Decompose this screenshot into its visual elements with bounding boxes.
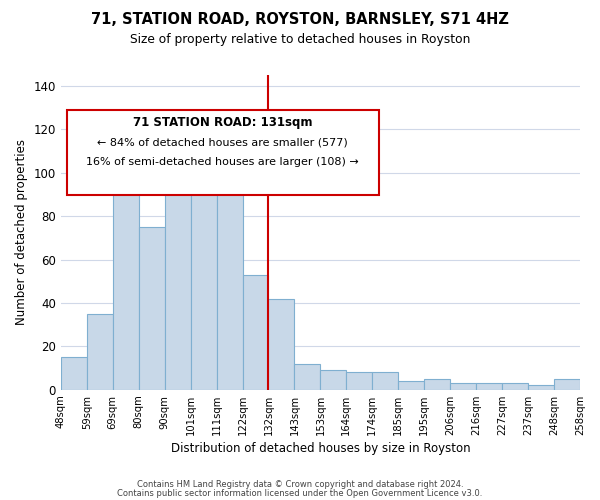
Text: Contains HM Land Registry data © Crown copyright and database right 2024.: Contains HM Land Registry data © Crown c… — [137, 480, 463, 489]
Bar — [476, 384, 502, 390]
Bar — [295, 364, 320, 390]
Bar — [217, 172, 242, 390]
Text: 16% of semi-detached houses are larger (108) →: 16% of semi-detached houses are larger (… — [86, 157, 359, 167]
Text: Contains public sector information licensed under the Open Government Licence v3: Contains public sector information licen… — [118, 489, 482, 498]
Bar — [424, 379, 450, 390]
Bar — [268, 298, 295, 390]
Bar — [554, 379, 580, 390]
Y-axis label: Number of detached properties: Number of detached properties — [15, 140, 28, 326]
Bar — [528, 386, 554, 390]
X-axis label: Distribution of detached houses by size in Royston: Distribution of detached houses by size … — [170, 442, 470, 455]
Bar — [113, 188, 139, 390]
Bar — [502, 384, 528, 390]
Bar — [191, 144, 217, 390]
Text: ← 84% of detached houses are smaller (577): ← 84% of detached houses are smaller (57… — [97, 137, 348, 147]
Bar — [450, 384, 476, 390]
Bar — [242, 274, 268, 390]
Bar — [164, 160, 191, 390]
Text: 71 STATION ROAD: 131sqm: 71 STATION ROAD: 131sqm — [133, 116, 313, 128]
Bar — [398, 381, 424, 390]
Bar — [61, 358, 87, 390]
Bar — [87, 314, 113, 390]
Bar — [320, 370, 346, 390]
Bar — [139, 227, 164, 390]
Bar — [373, 372, 398, 390]
Text: 71, STATION ROAD, ROYSTON, BARNSLEY, S71 4HZ: 71, STATION ROAD, ROYSTON, BARNSLEY, S71… — [91, 12, 509, 28]
Bar — [346, 372, 373, 390]
Text: Size of property relative to detached houses in Royston: Size of property relative to detached ho… — [130, 32, 470, 46]
